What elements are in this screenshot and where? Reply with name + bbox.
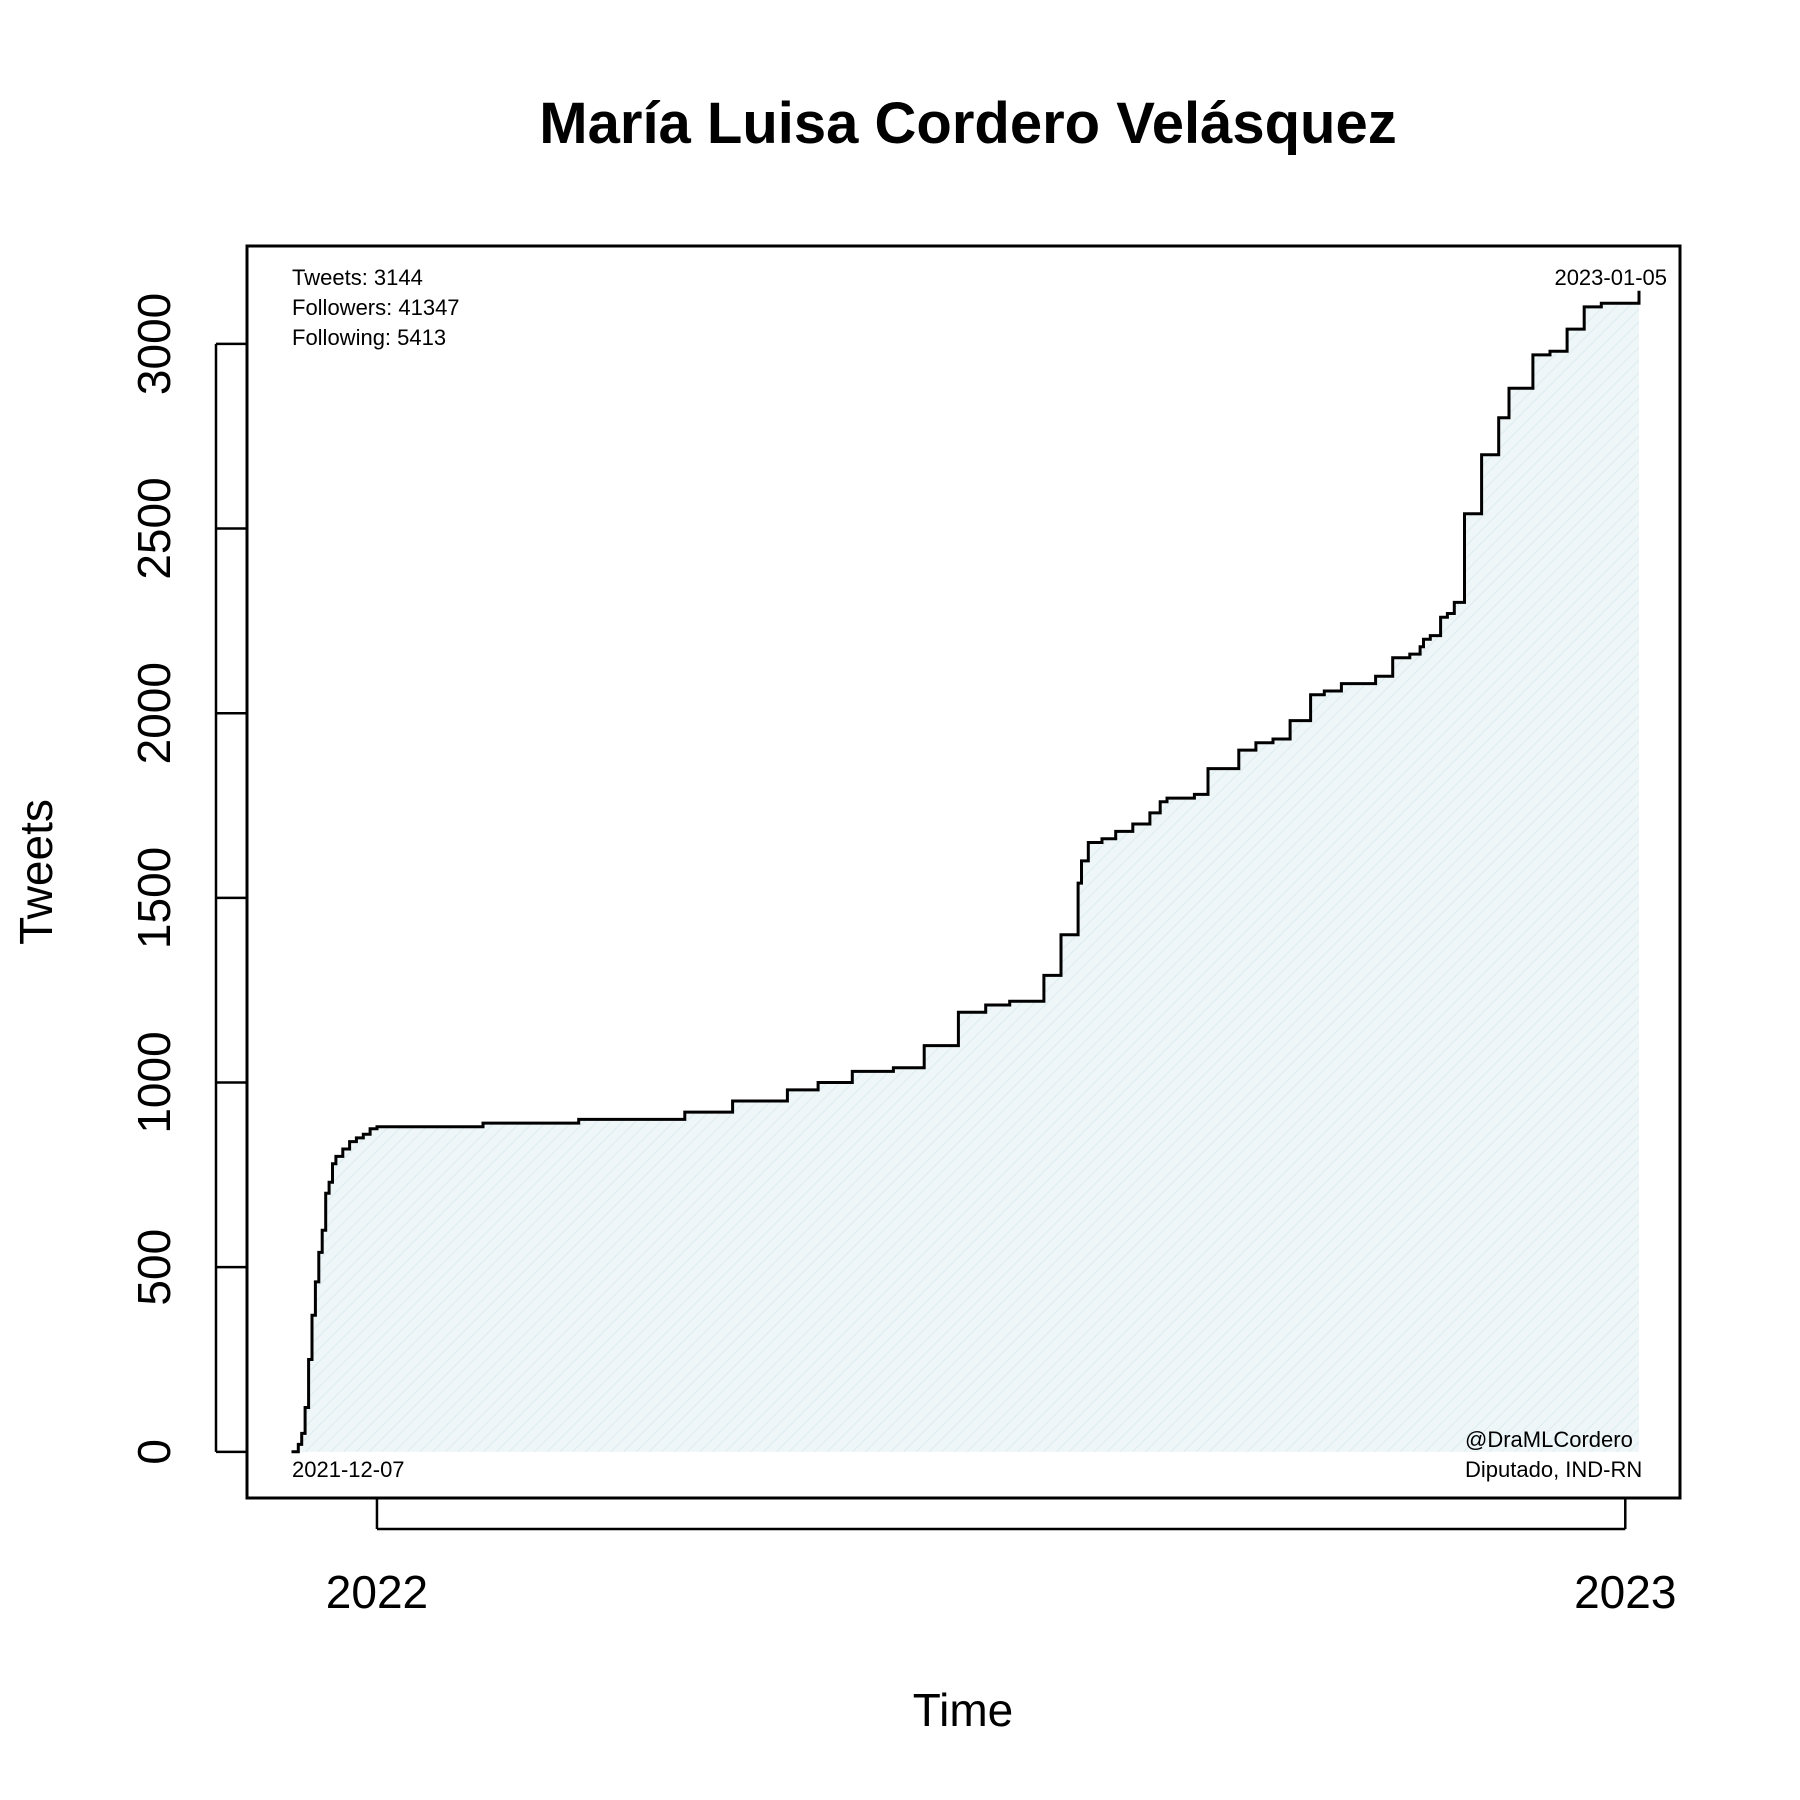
y-tick-label: 1000 bbox=[128, 1031, 180, 1133]
y-tick-label: 3000 bbox=[128, 293, 180, 395]
stats-annotation: Tweets: 3144 Followers: 41347 Following:… bbox=[292, 265, 460, 350]
series-area bbox=[291, 290, 1639, 1452]
y-tick-label: 2500 bbox=[128, 477, 180, 579]
x-tick-label: 2022 bbox=[326, 1566, 428, 1618]
area-layer bbox=[291, 290, 1641, 1454]
x-axis: 2022 2023 bbox=[326, 1498, 1676, 1618]
y-tick-label: 500 bbox=[128, 1229, 180, 1306]
stat-following: Following: 5413 bbox=[292, 325, 446, 350]
y-tick-label: 2000 bbox=[128, 662, 180, 764]
plot-frame bbox=[245, 244, 1682, 1500]
start-date-label: 2021-12-07 bbox=[292, 1457, 405, 1482]
end-date-label: 2023-01-05 bbox=[1554, 265, 1667, 290]
affiliation-label: Diputado, IND-RN bbox=[1465, 1457, 1642, 1482]
y-tick-label: 0 bbox=[128, 1439, 180, 1465]
y-axis-title: Tweets bbox=[10, 799, 62, 945]
series-line bbox=[291, 290, 1641, 1454]
y-axis: 0 500 1000 1500 2000 2500 3000 bbox=[128, 293, 247, 1465]
stat-tweets: Tweets: 3144 bbox=[292, 265, 423, 290]
handle-label: @DraMLCordero bbox=[1465, 1427, 1633, 1452]
y-tick-label: 1500 bbox=[128, 847, 180, 949]
stat-followers: Followers: 41347 bbox=[292, 295, 460, 320]
x-tick-label: 2023 bbox=[1574, 1566, 1676, 1618]
x-axis-title: Time bbox=[913, 1684, 1014, 1736]
chart-title: María Luisa Cordero Velásquez bbox=[539, 91, 1396, 156]
